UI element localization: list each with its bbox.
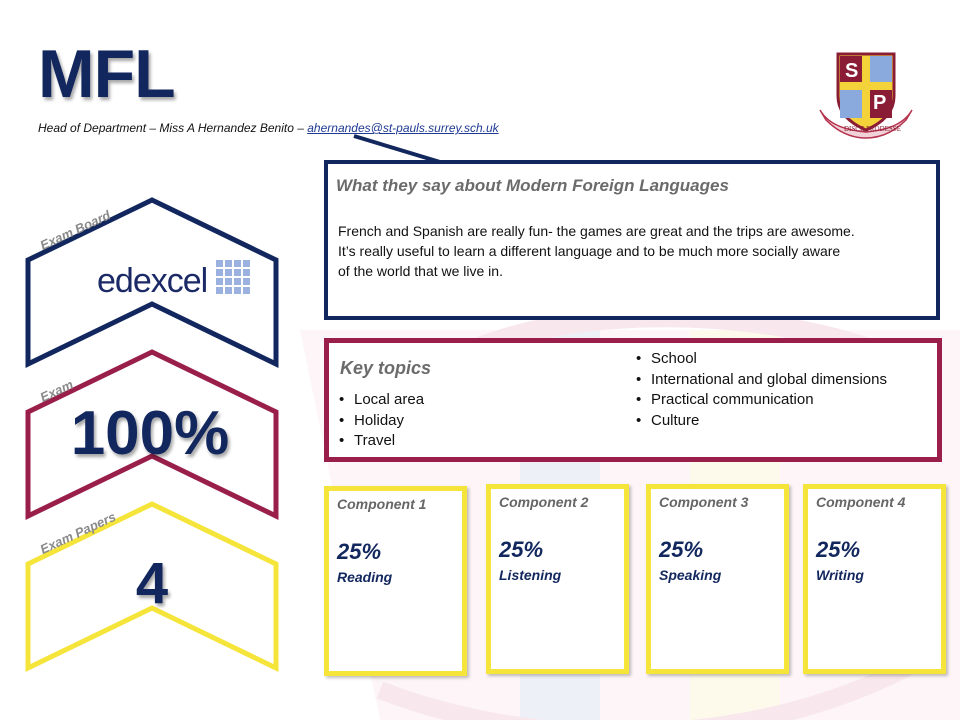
component-card-3: Component 3 25% Speaking [646, 484, 789, 674]
topic-item: Practical communication [635, 390, 887, 411]
quote-line: of the world that we live in. [338, 263, 503, 279]
logo-letter-p: P [873, 92, 887, 114]
key-topics-box: Key topics Local area Holiday Travel Sch… [324, 338, 942, 462]
component-title: Component 2 [499, 494, 589, 510]
exam-papers-count: 4 [135, 551, 169, 616]
head-of-department-email-link[interactable]: ahernandes@st-pauls.surrey.sch.uk [307, 121, 499, 135]
logo-motto: DISCE PRODESSE [844, 125, 901, 133]
exam-percentage: 100% [70, 399, 230, 468]
component-percent: 25% [816, 537, 861, 562]
edexcel-logo-text: edexcel [97, 262, 208, 300]
exam-board-badge: Exam Board edexcel [24, 196, 284, 372]
school-crest-logo: S P DISCE PRODESSE [814, 52, 918, 144]
component-percent: 25% [337, 539, 382, 564]
quote-line: It’s really useful to learn a different … [338, 243, 841, 259]
logo-letter-s: S [845, 60, 859, 82]
component-title: Component 3 [659, 494, 749, 510]
component-card-4: Component 4 25% Writing [803, 484, 946, 674]
topic-item: Local area [338, 390, 424, 411]
topic-item: International and global dimensions [635, 370, 887, 391]
component-percent: 25% [499, 537, 544, 562]
component-skill: Speaking [659, 567, 722, 583]
edexcel-logo-dots-icon [216, 260, 250, 294]
topic-item: Travel [338, 431, 424, 452]
exam-badge: Exam 100% [24, 348, 284, 524]
component-card-1: Component 1 25% Reading [324, 486, 467, 676]
head-of-department-text: Head of Department – Miss A Hernandez Be… [38, 121, 308, 135]
topic-item: School [635, 349, 887, 370]
component-skill: Writing [816, 567, 864, 583]
topic-item: Culture [635, 411, 887, 432]
exam-papers-badge: Exam Papers 4 [24, 500, 284, 676]
component-percent: 25% [659, 537, 704, 562]
quote-title: What they say about Modern Foreign Langu… [336, 176, 729, 195]
key-topics-title: Key topics [340, 358, 432, 378]
quote-body: French and Spanish are really fun- the g… [338, 221, 934, 281]
component-title: Component 4 [816, 494, 906, 510]
key-topics-list-left: Local area Holiday Travel [338, 390, 424, 452]
component-skill: Listening [499, 567, 562, 583]
quote-box: What they say about Modern Foreign Langu… [324, 160, 940, 320]
component-title: Component 1 [337, 496, 427, 512]
component-card-2: Component 2 25% Listening [486, 484, 629, 674]
key-topics-list-right: School International and global dimensio… [635, 349, 887, 431]
topic-item: Holiday [338, 411, 424, 432]
quote-line: French and Spanish are really fun- the g… [338, 223, 855, 239]
page-title: MFL [38, 36, 176, 112]
head-of-department-line: Head of Department – Miss A Hernandez Be… [38, 121, 499, 135]
component-skill: Reading [337, 569, 393, 585]
